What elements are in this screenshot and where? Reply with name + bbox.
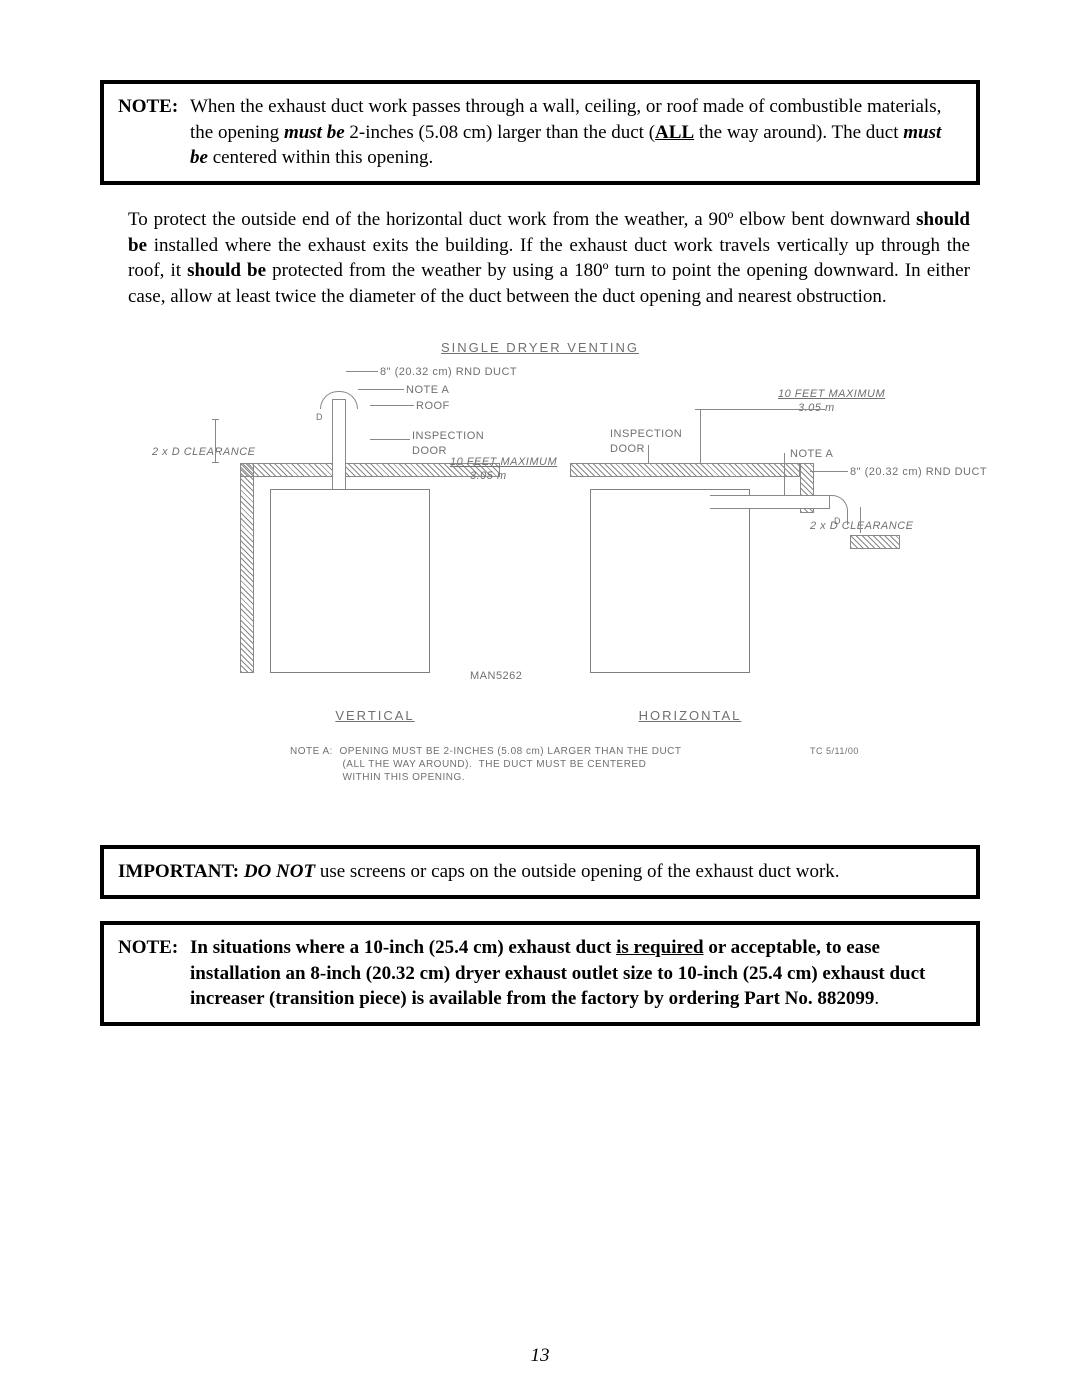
note1-t2: 2-inches (5.08 cm) larger than the duct … — [345, 122, 655, 143]
wall-left — [240, 463, 254, 673]
leader — [346, 371, 378, 372]
lbl-man: MAN5262 — [470, 669, 522, 684]
note2-t1: is required — [616, 937, 703, 958]
leader — [784, 453, 785, 495]
important-donot: DO NOT — [244, 861, 315, 882]
dim-line — [695, 409, 825, 410]
duct-horiz — [710, 495, 830, 509]
lbl-tenfeet-m-left: 3.05 m — [470, 469, 507, 484]
lbl-clearance-right: 2 x D CLEARANCE — [810, 519, 913, 534]
lbl-roof: ROOF — [416, 399, 450, 414]
leader — [648, 445, 649, 463]
lbl-ductsize-right: 8" (20.32 cm) RND DUCT — [850, 465, 987, 480]
lbl-notea-right: NOTE A — [790, 447, 833, 462]
lbl-notea-left: NOTE A — [406, 383, 449, 398]
wall-stub — [850, 535, 900, 549]
dim-line — [700, 409, 701, 463]
bp3: should be — [187, 260, 266, 281]
lbl-clearance-left: 2 x D CLEARANCE — [152, 445, 255, 460]
important-rest: use screens or caps on the outside openi… — [315, 861, 839, 882]
important-box: IMPORTANT: DO NOT use screens or caps on… — [100, 845, 980, 899]
leader — [358, 389, 404, 390]
dryer-left — [270, 489, 430, 673]
note-body: When the exhaust duct work passes throug… — [190, 94, 962, 171]
lbl-tenfeet-right: 10 FEET MAXIMUM — [778, 387, 885, 402]
note-box-1: NOTE: When the exhaust duct work passes … — [100, 80, 980, 185]
note-row-2: NOTE: In situations where a 10-inch (25.… — [118, 935, 962, 1012]
note1-t1: must be — [284, 122, 345, 143]
leader — [810, 471, 848, 472]
roof-right — [570, 463, 800, 477]
lbl-insp-right: INSPECTION DOOR — [610, 427, 682, 457]
note2-t0: In situations where a 10-inch (25.4 cm) … — [190, 937, 616, 958]
note1-t6: centered within this opening. — [208, 147, 433, 168]
diagram-title: SINGLE DRYER VENTING — [170, 339, 910, 357]
dim-tick — [212, 462, 219, 463]
leader — [370, 439, 410, 440]
note2-label: NOTE: — [118, 935, 190, 1012]
note2-body: In situations where a 10-inch (25.4 cm) … — [190, 935, 962, 1012]
body-paragraph: To protect the outside end of the horizo… — [128, 207, 970, 310]
caption-horizontal: HORIZONTAL — [470, 707, 910, 725]
lbl-ductsize-left: 8" (20.32 cm) RND DUCT — [380, 365, 517, 380]
lbl-tc: TC 5/11/00 — [810, 745, 859, 757]
note1-t3: ALL — [655, 122, 694, 143]
dim-line — [860, 507, 861, 533]
diagram-footnote: NOTE A: OPENING MUST BE 2-INCHES (5.08 c… — [290, 745, 682, 784]
dim-tick — [212, 419, 219, 420]
duct-vert — [332, 399, 346, 489]
dim-line — [215, 419, 216, 463]
note1-t4: the way around). The duct — [694, 122, 903, 143]
bp0: To protect the outside end of the horizo… — [128, 209, 916, 230]
important-label: IMPORTANT: — [118, 861, 244, 882]
duct-turn-180 — [320, 391, 358, 409]
note-box-2: NOTE: In situations where a 10-inch (25.… — [100, 921, 980, 1026]
lbl-d-left: D — [316, 411, 323, 423]
note2-period: . — [874, 988, 879, 1009]
leader — [370, 405, 414, 406]
dryer-right — [590, 489, 750, 673]
venting-diagram: SINGLE DRYER VENTING 2 x D CLEARANCE D 8… — [170, 339, 910, 809]
page-number: 13 — [0, 1343, 1080, 1369]
note-row: NOTE: When the exhaust duct work passes … — [118, 94, 962, 171]
lbl-tenfeet-left: 10 FEET MAXIMUM — [450, 455, 557, 470]
note-label: NOTE: — [118, 94, 190, 171]
